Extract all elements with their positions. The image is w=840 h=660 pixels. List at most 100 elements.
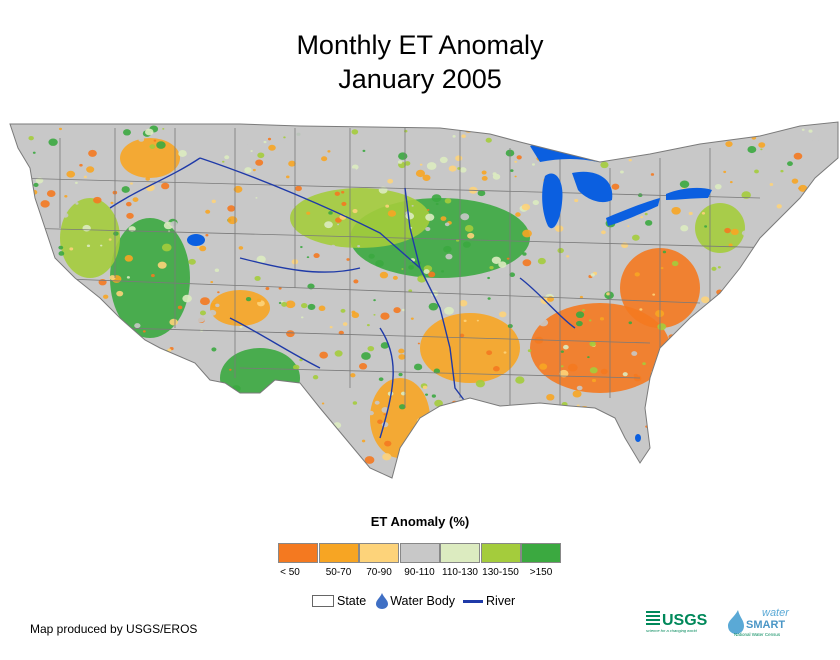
anomaly-patch (335, 217, 342, 223)
anomaly-patch (69, 247, 74, 251)
key-river-label: River (486, 594, 516, 608)
anomaly-patch (621, 242, 629, 249)
anomaly-patch (256, 298, 262, 303)
anomaly-patch (798, 184, 808, 192)
anomaly-patch (555, 462, 562, 467)
anomaly-patch (33, 182, 39, 188)
anomaly-patch (283, 191, 287, 195)
anomaly-patch (498, 311, 507, 318)
anomaly-patch (533, 466, 537, 470)
anomaly-patch (223, 426, 232, 434)
anomaly-patch (498, 446, 502, 450)
anomaly-patch (156, 141, 166, 149)
anomaly-patch (340, 308, 346, 313)
anomaly-patch (777, 126, 783, 131)
anomaly-patch (145, 177, 151, 181)
anomaly-patch (300, 303, 308, 309)
anomaly-patch (346, 435, 350, 439)
anomaly-patch (487, 459, 491, 463)
anomaly-patch (24, 192, 27, 195)
anomaly-patch (443, 245, 452, 253)
anomaly-patch (263, 140, 267, 144)
anomaly-patch (75, 386, 84, 393)
anomaly-patch (717, 266, 721, 269)
anomaly-patch (122, 129, 131, 136)
anomaly-patch (58, 245, 64, 250)
anomaly-patch (414, 443, 422, 449)
anomaly-patch (701, 211, 706, 215)
anomaly-patch (100, 244, 103, 247)
anomaly-patch (103, 294, 109, 299)
anomaly-patch (132, 197, 139, 202)
anomaly-patch (128, 226, 136, 232)
anomaly-patch (234, 448, 243, 455)
anomaly-patch (736, 299, 742, 305)
anomaly-patch (460, 213, 470, 221)
anomaly-patch (238, 246, 244, 250)
anomaly-patch (68, 331, 78, 339)
anomaly-patch (318, 305, 326, 311)
anomaly-patch (745, 382, 749, 386)
anomaly-patch (273, 394, 283, 402)
anomaly-patch (19, 457, 27, 464)
anomaly-patch (88, 377, 97, 384)
legend-heading: ET Anomaly (%) (370, 514, 470, 529)
anomaly-patch (600, 368, 608, 375)
anomaly-patch (351, 168, 357, 172)
anomaly-patch (522, 259, 532, 267)
anomaly-patch (544, 451, 554, 458)
anomaly-patch (428, 271, 436, 278)
anomaly-patch (126, 276, 130, 279)
anomaly-patch (803, 237, 814, 245)
anomaly-patch (294, 131, 305, 140)
anomaly-patch (431, 394, 436, 398)
anomaly-patch (367, 149, 378, 158)
anomaly-patch (244, 167, 252, 174)
anomaly-patch (130, 182, 133, 185)
anomaly-patch (533, 446, 537, 449)
anomaly-patch (755, 261, 765, 269)
anomaly-patch (799, 249, 808, 256)
anomaly-patch (579, 295, 584, 299)
anomaly-patch (307, 303, 316, 311)
anomaly-patch (582, 309, 585, 312)
anomaly-patch (351, 129, 359, 135)
anomaly-patch (274, 437, 278, 441)
anomaly-patch (254, 466, 257, 469)
anomaly-patch (462, 241, 471, 248)
anomaly-patch (628, 158, 632, 162)
anomaly-patch (584, 447, 593, 455)
legend-label: 90-110 (404, 567, 435, 578)
anomaly-patch (130, 365, 134, 369)
anomaly-patch (487, 297, 491, 300)
anomaly-patch (175, 415, 183, 422)
anomaly-patch (447, 413, 452, 417)
anomaly-patch (684, 358, 692, 365)
anomaly-patch (747, 146, 757, 154)
anomaly-patch (216, 383, 219, 386)
anomaly-patch (440, 216, 447, 221)
state-swatch (312, 595, 334, 607)
anomaly-patch (104, 435, 111, 440)
anomaly-patch (153, 139, 157, 142)
anomaly-patch (656, 450, 666, 458)
anomaly-patch (498, 261, 507, 268)
anomaly-patch (654, 144, 657, 146)
anomaly-patch (433, 368, 441, 374)
anomaly-patch (662, 250, 667, 254)
anomaly-patch (40, 342, 50, 350)
anomaly-patch (510, 169, 514, 173)
anomaly-patch (210, 448, 215, 453)
anomaly-patch (36, 408, 41, 413)
anomaly-patch (384, 440, 392, 447)
anomaly-patch (792, 430, 797, 434)
anomaly-patch (104, 440, 112, 446)
anomaly-patch (306, 256, 310, 259)
anomaly-patch (108, 238, 112, 241)
anomaly-patch (782, 287, 791, 295)
title-line-1: Monthly ET Anomaly (296, 30, 544, 60)
anomaly-patch (807, 365, 815, 372)
legend-swatch (278, 543, 318, 563)
anomaly-patch (642, 362, 646, 366)
usgs-logo: USGS science for a changing world (646, 611, 708, 633)
